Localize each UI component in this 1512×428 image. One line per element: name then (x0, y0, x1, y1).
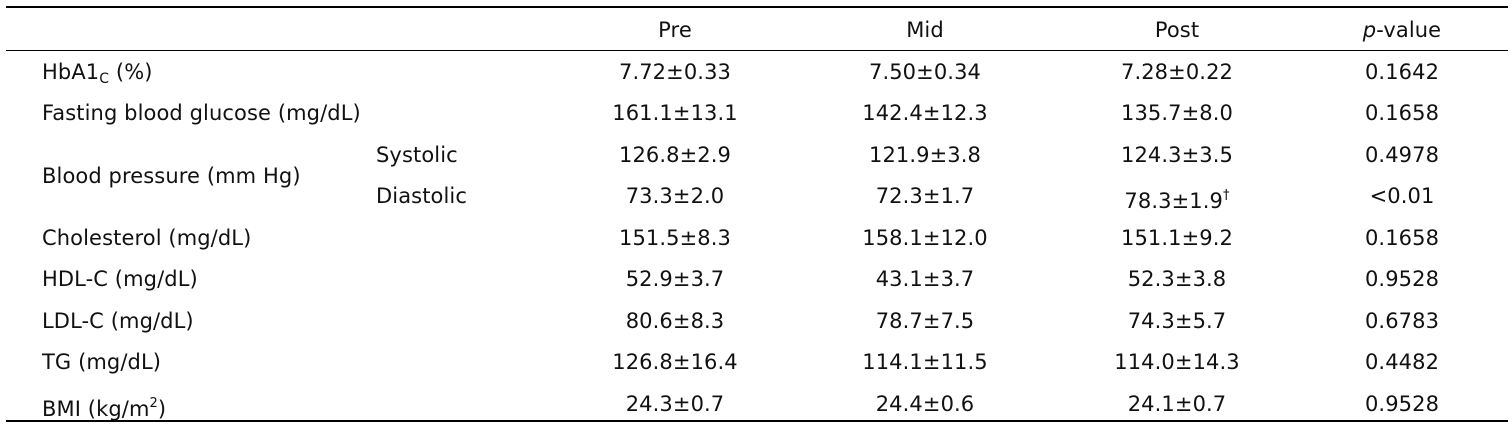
cell-pre: 52.9±3.7 (625, 267, 725, 291)
row-label-hba1c: HbA1C (%) (42, 60, 153, 87)
cell-pre: 126.8±16.4 (612, 350, 738, 374)
cell-mid: 43.1±3.7 (875, 267, 975, 291)
header-p-letter: p (1362, 18, 1377, 42)
row-label-ldl-c: LDL-C (mg/dL) (42, 309, 194, 333)
sublabel-diastolic: Diastolic (376, 184, 468, 208)
cell-mid: 78.7±7.5 (875, 309, 975, 333)
cell-post: 78.3±1.9† (1124, 188, 1230, 213)
cell-mid: 121.9±3.8 (868, 143, 981, 167)
cell-mid: 114.1±11.5 (862, 350, 988, 374)
header-p-value: p-value (1282, 16, 1512, 44)
cell-post: 124.3±3.5 (1120, 143, 1233, 167)
cell-pre: 7.72±0.33 (618, 60, 731, 84)
row-label-cholesterol: Cholesterol (mg/dL) (42, 226, 252, 250)
header-mid: Mid (906, 18, 944, 42)
cell-p-value: 0.1642 (1364, 60, 1440, 84)
cell-mid: 72.3±1.7 (875, 184, 975, 208)
header-p-rest: -value (1376, 18, 1442, 42)
cell-post: 74.3±5.7 (1127, 309, 1227, 333)
cell-mid: 158.1±12.0 (862, 226, 988, 250)
cell-p-value: 0.4482 (1364, 350, 1440, 374)
sublabel-systolic: Systolic (376, 143, 458, 167)
cell-p-value: 0.1658 (1364, 226, 1440, 250)
cell-p-value: <0.01 (1369, 184, 1435, 208)
cell-post: 114.0±14.3 (1114, 350, 1240, 374)
table-top-rule (6, 6, 1508, 8)
cell-pre: 24.3±0.7 (625, 392, 725, 416)
cell-p-value: 0.4978 (1364, 143, 1440, 167)
table-header-rule (6, 50, 1508, 51)
cell-pre: 151.5±8.3 (618, 226, 731, 250)
cell-pre: 73.3±2.0 (625, 184, 725, 208)
cell-pre: 80.6±8.3 (625, 309, 725, 333)
header-post: Post (1154, 18, 1200, 42)
cell-pre: 126.8±2.9 (618, 143, 731, 167)
significance-dagger: † (1222, 188, 1230, 203)
cell-p-value: 0.9528 (1364, 267, 1440, 291)
cell-post: 135.7±8.0 (1120, 101, 1233, 125)
cell-post: 7.28±0.22 (1120, 60, 1233, 84)
cell-mid: 7.50±0.34 (868, 60, 981, 84)
cell-post: 24.1±0.7 (1127, 392, 1227, 416)
cell-pre: 161.1±13.1 (612, 101, 738, 125)
cell-p-value: 0.9528 (1364, 392, 1440, 416)
cell-p-value: 0.6783 (1364, 309, 1440, 333)
cell-mid: 24.4±0.6 (875, 392, 975, 416)
cell-mid: 142.4±12.3 (862, 101, 988, 125)
row-label-bmi: BMI (kg/m2) (42, 396, 167, 421)
row-label-fasting-glucose: Fasting blood glucose (mg/dL) (42, 101, 361, 125)
cell-post: 151.1±9.2 (1120, 226, 1233, 250)
row-label-blood-pressure: Blood pressure (mm Hg) (42, 164, 301, 188)
header-pre: Pre (658, 18, 692, 42)
table-bottom-rule (6, 420, 1508, 422)
cell-post: 52.3±3.8 (1127, 267, 1227, 291)
cell-p-value: 0.1658 (1364, 101, 1440, 125)
row-label-tg: TG (mg/dL) (42, 350, 162, 374)
row-label-hdl-c: HDL-C (mg/dL) (42, 267, 198, 291)
